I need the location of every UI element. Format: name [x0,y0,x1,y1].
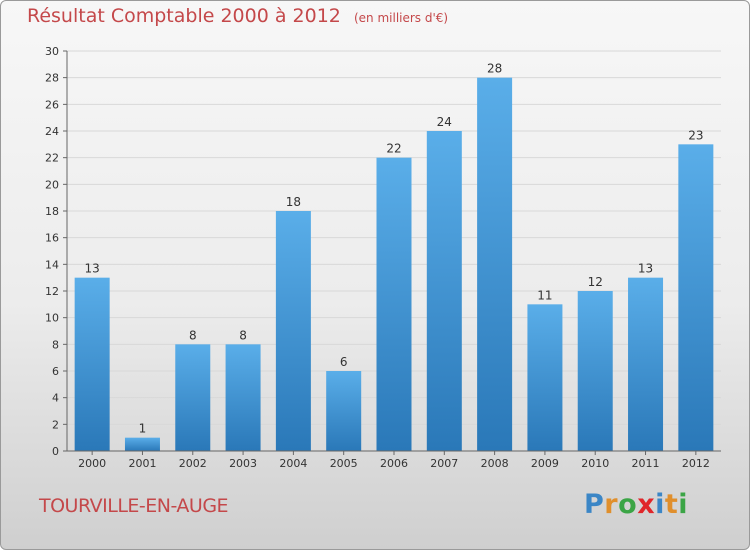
y-tick-label: 8 [52,338,59,351]
x-tick-label: 2007 [430,457,458,470]
y-tick-label: 4 [52,392,59,405]
commune-name: TOURVILLE-EN-AUGE [39,495,229,517]
bar-2005 [326,371,362,451]
bar-value-label: 13 [638,262,653,276]
bar-value-label: 28 [487,62,502,76]
logo-letter: i [678,489,689,520]
bar-layer [74,77,714,452]
bar-value-label: 6 [340,355,348,369]
chart-unit: (en milliers d'€) [353,11,449,25]
x-tick-label: 2005 [330,457,358,470]
bar-2008 [477,77,513,452]
bar-2009 [527,304,563,451]
bar-2004 [275,211,311,451]
y-tick-label: 14 [45,258,59,271]
x-tick-label: 2000 [78,457,106,470]
bar-2000 [74,277,110,451]
chart-title: Résultat Comptable 2000 à 2012 [27,5,341,27]
y-tick-label: 22 [45,152,59,165]
y-tick-label: 10 [45,312,59,325]
y-tick-label: 28 [45,72,59,85]
bar-value-label: 11 [537,288,552,302]
logo-letter: t [664,489,679,520]
bar-value-label: 8 [189,328,197,342]
y-tick-label: 20 [45,178,59,191]
x-tick-label: 2011 [632,457,660,470]
y-tick-label: 26 [45,98,59,111]
x-tick-label: 2008 [481,457,509,470]
x-tick-label: 2009 [531,457,559,470]
bar-value-label: 1 [139,422,147,436]
x-tick-label: 2010 [581,457,609,470]
bar-value-label: 24 [437,115,452,129]
label-layer: 0246810121416182022242628301320001200182… [45,45,710,470]
y-tick-label: 6 [52,365,59,378]
y-tick-label: 24 [45,125,59,138]
x-tick-label: 2001 [128,457,156,470]
bar-2001 [124,437,160,451]
y-tick-label: 2 [52,418,59,431]
bar-value-label: 8 [239,328,247,342]
bar-2002 [175,344,211,451]
x-tick-label: 2004 [279,457,307,470]
bar-value-label: 12 [588,275,603,289]
x-tick-label: 2002 [179,457,207,470]
y-tick-label: 12 [45,285,59,298]
x-tick-label: 2003 [229,457,257,470]
bar-2007 [426,131,462,451]
y-tick-label: 16 [45,232,59,245]
x-tick-label: 2012 [682,457,710,470]
bar-value-label: 22 [386,142,401,156]
logo-letter: P [584,489,605,520]
bar-value-label: 13 [85,262,100,276]
bar-2003 [225,344,261,451]
logo-letter: x [637,489,656,520]
proxiti-logo[interactable]: Proxiti [584,489,688,520]
bar-value-label: 23 [688,128,703,142]
axis-layer [63,50,721,455]
y-tick-label: 30 [45,45,59,58]
bar-2006 [376,157,412,451]
title-block: Résultat Comptable 2000 à 2012 (en milli… [27,5,448,27]
bar-value-label: 18 [286,195,301,209]
y-tick-label: 0 [52,445,59,458]
logo-letter: o [618,489,638,520]
bar-2011 [628,277,664,451]
x-tick-label: 2006 [380,457,408,470]
bar-2010 [577,291,613,451]
y-tick-label: 18 [45,205,59,218]
bar-2012 [678,144,714,452]
logo-letter: i [655,489,665,520]
logo-letter: r [604,489,619,520]
